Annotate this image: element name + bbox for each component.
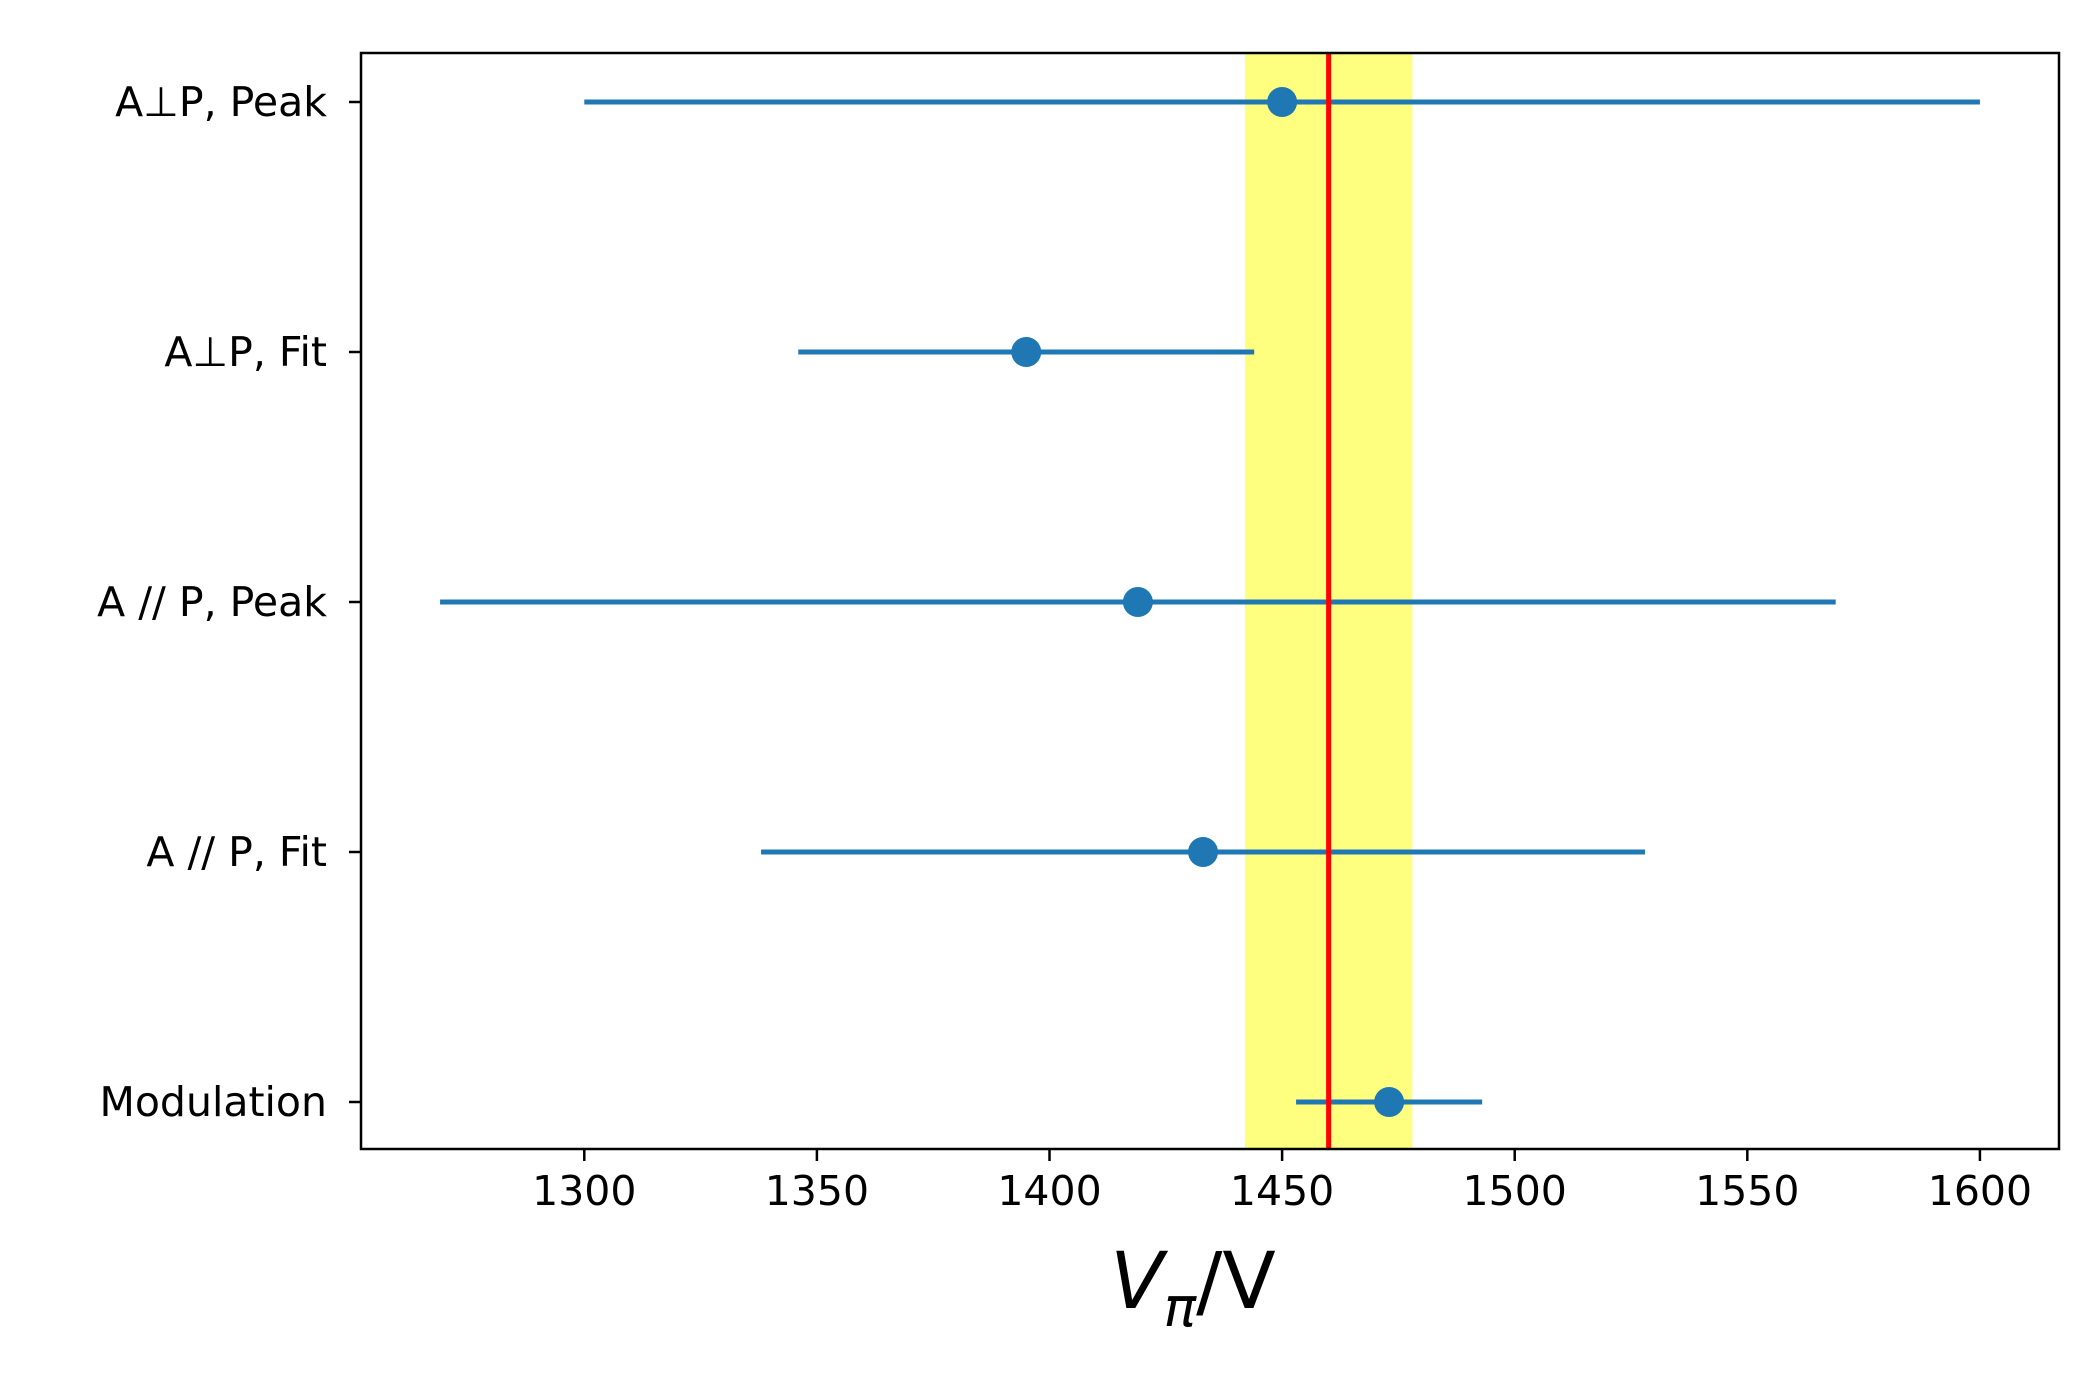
y-tick-label: A // P, Fit bbox=[146, 828, 327, 876]
data-point bbox=[1188, 837, 1219, 867]
x-tick-label: 1450 bbox=[1230, 1167, 1334, 1215]
y-tick-label: A⊥P, Fit bbox=[164, 328, 327, 376]
plot-area: 1300 1350 1400 1450 1500 1550 1600 A⊥P, Peak A⊥P… bbox=[97, 51, 2061, 1215]
x-tick-label: 1600 bbox=[1928, 1167, 2032, 1215]
data-point bbox=[1267, 87, 1298, 117]
x-tick-label: 1500 bbox=[1463, 1167, 1567, 1215]
x-tick-label: 1300 bbox=[532, 1167, 636, 1215]
data-point bbox=[1011, 337, 1042, 367]
x-tick-label: 1550 bbox=[1695, 1167, 1799, 1215]
data-point bbox=[1122, 587, 1153, 617]
y-tick-label: Modulation bbox=[99, 1078, 327, 1126]
x-axis-label-main: V bbox=[1110, 1237, 1168, 1327]
x-tick-label: 1350 bbox=[765, 1167, 869, 1215]
data-point bbox=[1374, 1087, 1405, 1117]
x-axis-label-rest: /V bbox=[1196, 1237, 1276, 1327]
y-tick-label: A⊥P, Peak bbox=[115, 78, 327, 126]
y-tick-label: A // P, Peak bbox=[97, 578, 327, 626]
x-tick-label: 1400 bbox=[997, 1167, 1101, 1215]
x-axis-label: Vπ/V bbox=[1110, 1237, 1276, 1339]
x-axis-label-subscript: π bbox=[1164, 1276, 1198, 1339]
